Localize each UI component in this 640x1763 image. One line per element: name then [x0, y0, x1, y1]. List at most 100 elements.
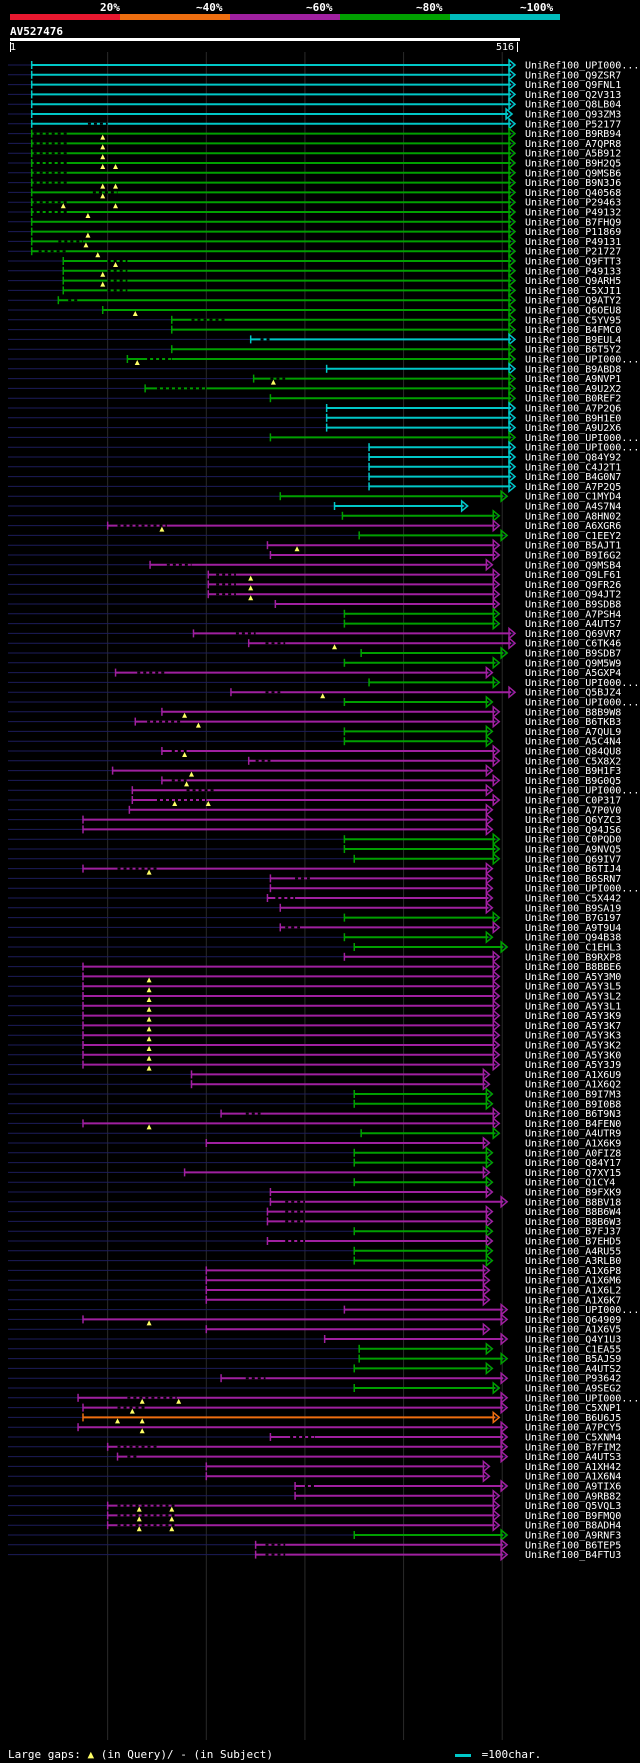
hit-label[interactable]: UniRef100_B7G197: [525, 913, 621, 924]
hit-label[interactable]: UniRef100_A1X6N4: [525, 1472, 621, 1483]
hit-label[interactable]: UniRef100_B9H2Q5: [525, 159, 621, 170]
hit-label[interactable]: UniRef100_A9RNF3: [525, 1531, 621, 1542]
hit-label[interactable]: UniRef100_Q5BJZ4: [525, 688, 621, 699]
hit-label[interactable]: UniRef100_A1X6M6: [525, 1276, 621, 1287]
hit-label[interactable]: UniRef100_A5C4N4: [525, 737, 621, 748]
hit-label[interactable]: UniRef100_B6T9N3: [525, 1109, 621, 1120]
hit-label[interactable]: UniRef100_Q9FR26: [525, 580, 621, 591]
hit-label[interactable]: UniRef100_A9SEG2: [525, 1384, 621, 1395]
hit-label[interactable]: UniRef100_A9T9U4: [525, 923, 621, 934]
hit-label[interactable]: UniRef100_UPI000...: [525, 698, 639, 709]
hit-label[interactable]: UniRef100_C1EEY2: [525, 531, 621, 542]
hit-label[interactable]: UniRef100_C5XNP1: [525, 1403, 621, 1414]
hit-label[interactable]: UniRef100_C0PQD0: [525, 835, 621, 846]
hit-label[interactable]: UniRef100_P49131: [525, 237, 621, 248]
hit-label[interactable]: UniRef100_C5X442: [525, 894, 621, 905]
hit-label[interactable]: UniRef100_C5YV95: [525, 315, 621, 326]
hit-label[interactable]: UniRef100_B8ADH4: [525, 1521, 621, 1532]
hit-label[interactable]: UniRef100_B9FMQ0: [525, 1511, 621, 1522]
hit-label[interactable]: UniRef100_B8B6W4: [525, 1207, 621, 1218]
hit-label[interactable]: UniRef100_Q9MSB4: [525, 560, 621, 571]
hit-label[interactable]: UniRef100_P11869: [525, 227, 621, 238]
hit-label[interactable]: UniRef100_Q93ZM3: [525, 110, 621, 121]
hit-label[interactable]: UniRef100_C4J2T1: [525, 462, 621, 473]
hit-label[interactable]: UniRef100_Q40568: [525, 188, 621, 199]
hit-label[interactable]: UniRef100_Q9MSB6: [525, 168, 621, 179]
hit-label[interactable]: UniRef100_Q9M5W9: [525, 658, 621, 669]
hit-label[interactable]: UniRef100_A7QPR8: [525, 139, 621, 150]
hit-label[interactable]: UniRef100_C5XJI1: [525, 286, 621, 297]
hit-label[interactable]: UniRef100_A1X6L2: [525, 1286, 621, 1297]
hit-label[interactable]: UniRef100_A1X6K9: [525, 1139, 621, 1150]
hit-label[interactable]: UniRef100_C6TK46: [525, 639, 621, 650]
hit-label[interactable]: UniRef100_A0FIZ8: [525, 1148, 621, 1159]
hit-label[interactable]: UniRef100_A1XH42: [525, 1462, 621, 1473]
hit-label[interactable]: UniRef100_B9H1F3: [525, 766, 621, 777]
hit-label[interactable]: UniRef100_B9N3J6: [525, 178, 621, 189]
hit-label[interactable]: UniRef100_B7FHQ9: [525, 217, 621, 228]
hit-label[interactable]: UniRef100_Q69VR7: [525, 629, 621, 640]
hit-label[interactable]: UniRef100_UPI000...: [525, 355, 639, 366]
hit-label[interactable]: UniRef100_B9I7M3: [525, 1090, 621, 1101]
hit-label[interactable]: UniRef100_P49133: [525, 266, 621, 277]
hit-label[interactable]: UniRef100_A1X6P8: [525, 1266, 621, 1277]
hit-label[interactable]: UniRef100_UPI000...: [525, 1305, 639, 1316]
hit-label[interactable]: UniRef100_A7P2Q6: [525, 404, 621, 415]
hit-label[interactable]: UniRef100_C1EHL3: [525, 943, 621, 954]
hit-label[interactable]: UniRef100_B8B9W8: [525, 707, 621, 718]
hit-label[interactable]: UniRef100_A7PSH4: [525, 609, 621, 620]
hit-label[interactable]: UniRef100_C1EA55: [525, 1344, 621, 1355]
hit-label[interactable]: UniRef100_B4FTU3: [525, 1550, 621, 1561]
hit-label[interactable]: UniRef100_A4RU55: [525, 1246, 621, 1257]
hit-label[interactable]: UniRef100_A7QUL9: [525, 727, 621, 738]
hit-label[interactable]: UniRef100_Q4Y1U3: [525, 1335, 621, 1346]
hit-label[interactable]: UniRef100_B6U6J5: [525, 1413, 621, 1424]
hit-label[interactable]: UniRef100_Q9FTT3: [525, 257, 621, 268]
hit-label[interactable]: UniRef100_C1MYD4: [525, 492, 621, 503]
hit-label[interactable]: UniRef100_C0P317: [525, 796, 621, 807]
hit-label[interactable]: UniRef100_A9RB82: [525, 1491, 621, 1502]
hit-label[interactable]: UniRef100_Q9LF61: [525, 570, 621, 581]
hit-label[interactable]: UniRef100_A4UTR9: [525, 1129, 621, 1140]
hit-label[interactable]: UniRef100_B4G0N7: [525, 472, 621, 483]
hit-label[interactable]: UniRef100_Q64909: [525, 1315, 621, 1326]
hit-label[interactable]: UniRef100_Q8LB04: [525, 100, 621, 111]
hit-label[interactable]: UniRef100_A5Y3K2: [525, 1041, 621, 1052]
hit-label[interactable]: UniRef100_Q2V313: [525, 90, 621, 101]
hit-label[interactable]: UniRef100_B6TKB3: [525, 717, 621, 728]
hit-label[interactable]: UniRef100_UPI000...: [525, 786, 639, 797]
hit-label[interactable]: UniRef100_B5AJT1: [525, 541, 621, 552]
hit-label[interactable]: UniRef100_A5Y3L1: [525, 1001, 621, 1012]
hit-label[interactable]: UniRef100_UPI000...: [525, 884, 639, 895]
hit-label[interactable]: UniRef100_B7FJ37: [525, 1227, 621, 1238]
hit-label[interactable]: UniRef100_A9U2X6: [525, 423, 621, 434]
hit-label[interactable]: UniRef100_Q69IV7: [525, 854, 621, 865]
hit-label[interactable]: UniRef100_Q9ZSR7: [525, 70, 621, 81]
hit-label[interactable]: UniRef100_B8BBE6: [525, 962, 621, 973]
hit-label[interactable]: UniRef100_UPI000...: [525, 443, 639, 454]
hit-label[interactable]: UniRef100_Q84QU8: [525, 747, 621, 758]
hit-label[interactable]: UniRef100_A8HN02: [525, 511, 621, 522]
hit-label[interactable]: UniRef100_P52177: [525, 119, 621, 130]
hit-label[interactable]: UniRef100_A1X6V5: [525, 1325, 621, 1336]
hit-label[interactable]: UniRef100_B9RXP8: [525, 952, 621, 963]
hit-label[interactable]: UniRef100_B9SA19: [525, 903, 621, 914]
hit-label[interactable]: UniRef100_A1X6K7: [525, 1295, 621, 1306]
hit-label[interactable]: UniRef100_P21727: [525, 247, 621, 258]
hit-label[interactable]: UniRef100_A5Y3J9: [525, 1060, 621, 1071]
hit-label[interactable]: UniRef100_A9TIX6: [525, 1482, 621, 1493]
hit-label[interactable]: UniRef100_B9EUL4: [525, 335, 621, 346]
hit-label[interactable]: UniRef100_A4UTS2: [525, 1364, 621, 1375]
hit-label[interactable]: UniRef100_A1X6Q2: [525, 1080, 621, 1091]
hit-label[interactable]: UniRef100_B9RB94: [525, 129, 621, 140]
hit-label[interactable]: UniRef100_A7PCY5: [525, 1423, 621, 1434]
hit-label[interactable]: UniRef100_A5Y3K0: [525, 1050, 621, 1061]
hit-label[interactable]: UniRef100_B9SDB7: [525, 649, 621, 660]
hit-label[interactable]: UniRef100_Q94JS6: [525, 825, 621, 836]
hit-label[interactable]: UniRef100_B6TEP5: [525, 1540, 621, 1551]
hit-label[interactable]: UniRef100_B9G0Q5: [525, 776, 621, 787]
hit-label[interactable]: UniRef100_UPI000...: [525, 678, 639, 689]
hit-label[interactable]: UniRef100_B5AJS9: [525, 1354, 621, 1365]
hit-label[interactable]: UniRef100_B4FMC0: [525, 325, 621, 336]
hit-label[interactable]: UniRef100_B9SDB8: [525, 600, 621, 611]
